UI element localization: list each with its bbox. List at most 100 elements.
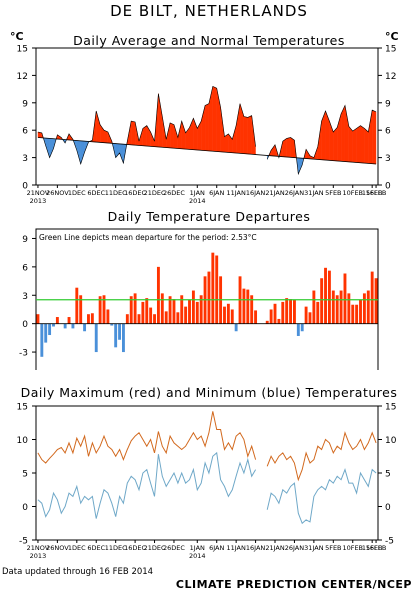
departure-bar [254,310,258,324]
departure-bar [246,289,250,324]
departure-bar [331,290,335,324]
y-tick-label-right: 0 [385,182,391,192]
departure-bar [168,296,172,324]
departure-bar [308,312,312,324]
departure-bar [67,317,71,324]
departure-bar [285,298,289,324]
plot-frame [35,47,379,186]
average-segment [340,105,346,162]
departure-bar [320,278,324,324]
average-segment [286,137,291,158]
departure-bar [230,309,234,324]
y-tick-label: 6 [22,263,28,273]
x-tick-label: 2013 [30,197,47,205]
chart2-title: Daily Temperature Departures [107,209,311,224]
departure-bar [339,290,343,324]
chart1-unit-right: °C [385,30,399,43]
y-tick-label-right: 6 [385,127,391,137]
departure-bar [289,299,292,324]
departure-bar [176,312,180,324]
average-segment [290,137,295,158]
y-tick-label: 3 [22,292,28,302]
x-tick-label: 21DEC [144,189,166,197]
departure-bar [98,296,102,324]
normal-line [37,137,377,165]
departure-bar [195,301,199,324]
departure-bar [118,323,121,340]
departure-bar [75,287,79,324]
chart1-title: Daily Average and Normal Temperatures [73,33,345,48]
y-tick-label: 0 [22,182,28,192]
x-tick-label: 2014 [189,197,206,205]
departure-bar [122,323,125,353]
x-tick-label: 26NOV [46,544,69,552]
x-tick-label: 6DEC [87,189,105,197]
average-segment [317,121,322,160]
departure-bar [156,266,160,324]
average-segment [204,103,210,152]
x-tick-label: 31JAN [304,189,324,197]
departure-bar [133,293,137,324]
y-tick-label: 12 [17,72,28,82]
departure-bar [153,314,156,324]
x-tick-label: 2013 [30,552,47,560]
x-tick-label: 15FEB [362,189,383,197]
departure-bar [281,301,285,324]
average-segment [368,110,373,164]
x-tick-label: 10FEB [342,544,363,552]
average-segment [352,128,357,163]
departure-bar [106,309,110,324]
x-tick-label: 15FEB [362,544,383,552]
departure-bar [191,290,195,324]
average-segment [103,129,109,144]
departure-bar [114,323,118,348]
departure-bar [44,323,48,343]
x-tick-label: 21JAN [265,544,285,552]
x-tick-label: 31JAN [304,544,324,552]
average-segment [333,127,338,162]
page-title: DE BILT, NETHERLANDS [110,2,308,20]
average-segment [224,133,229,153]
departure-bar [273,303,277,324]
departure-bar [374,278,378,324]
y-tick-label: -3 [19,349,28,359]
departure-bar [145,298,149,324]
x-tick-label: 1JAN [190,544,205,552]
average-segment [321,110,326,161]
departure-bar [343,273,347,324]
x-tick-label: 26NOV [46,189,69,197]
departure-bar [312,290,316,324]
average-segment [96,110,101,143]
mean-departure-annotation: Green Line depicts mean departure for th… [39,233,257,242]
departure-bar [265,320,269,324]
x-tick-label: 26DEC [163,189,185,197]
departure-bar [304,306,308,324]
departure-bar [90,313,94,324]
chart3-title: Daily Maximum (red) and Minimum (blue) T… [20,385,398,400]
departure-bar [324,267,327,324]
departure-bar [48,323,52,336]
y-tick-label: 15 [17,45,28,55]
average-segment [185,126,190,150]
departure-bar [296,323,300,336]
x-tick-label: 16JAN [246,544,266,552]
y-tick-label-right: 15 [385,45,396,55]
x-tick-label: 16FEB [366,189,387,197]
max-temperature-line [37,411,377,482]
departure-bar [94,323,98,353]
y-tick-label-right: 12 [385,72,396,82]
average-segment [212,86,217,152]
y-tick-label: 6 [22,127,28,137]
departure-bar [370,271,374,324]
departure-bar [184,306,188,324]
y-tick-label-right: 9 [385,99,391,109]
departure-bar [277,318,281,324]
average-segment [181,121,186,150]
departure-bar [355,304,359,324]
x-tick-label: 10FEB [342,189,363,197]
min-temperature-line [37,451,377,525]
average-segment [131,120,136,146]
departure-bar [83,323,87,332]
departure-bar [180,295,184,324]
